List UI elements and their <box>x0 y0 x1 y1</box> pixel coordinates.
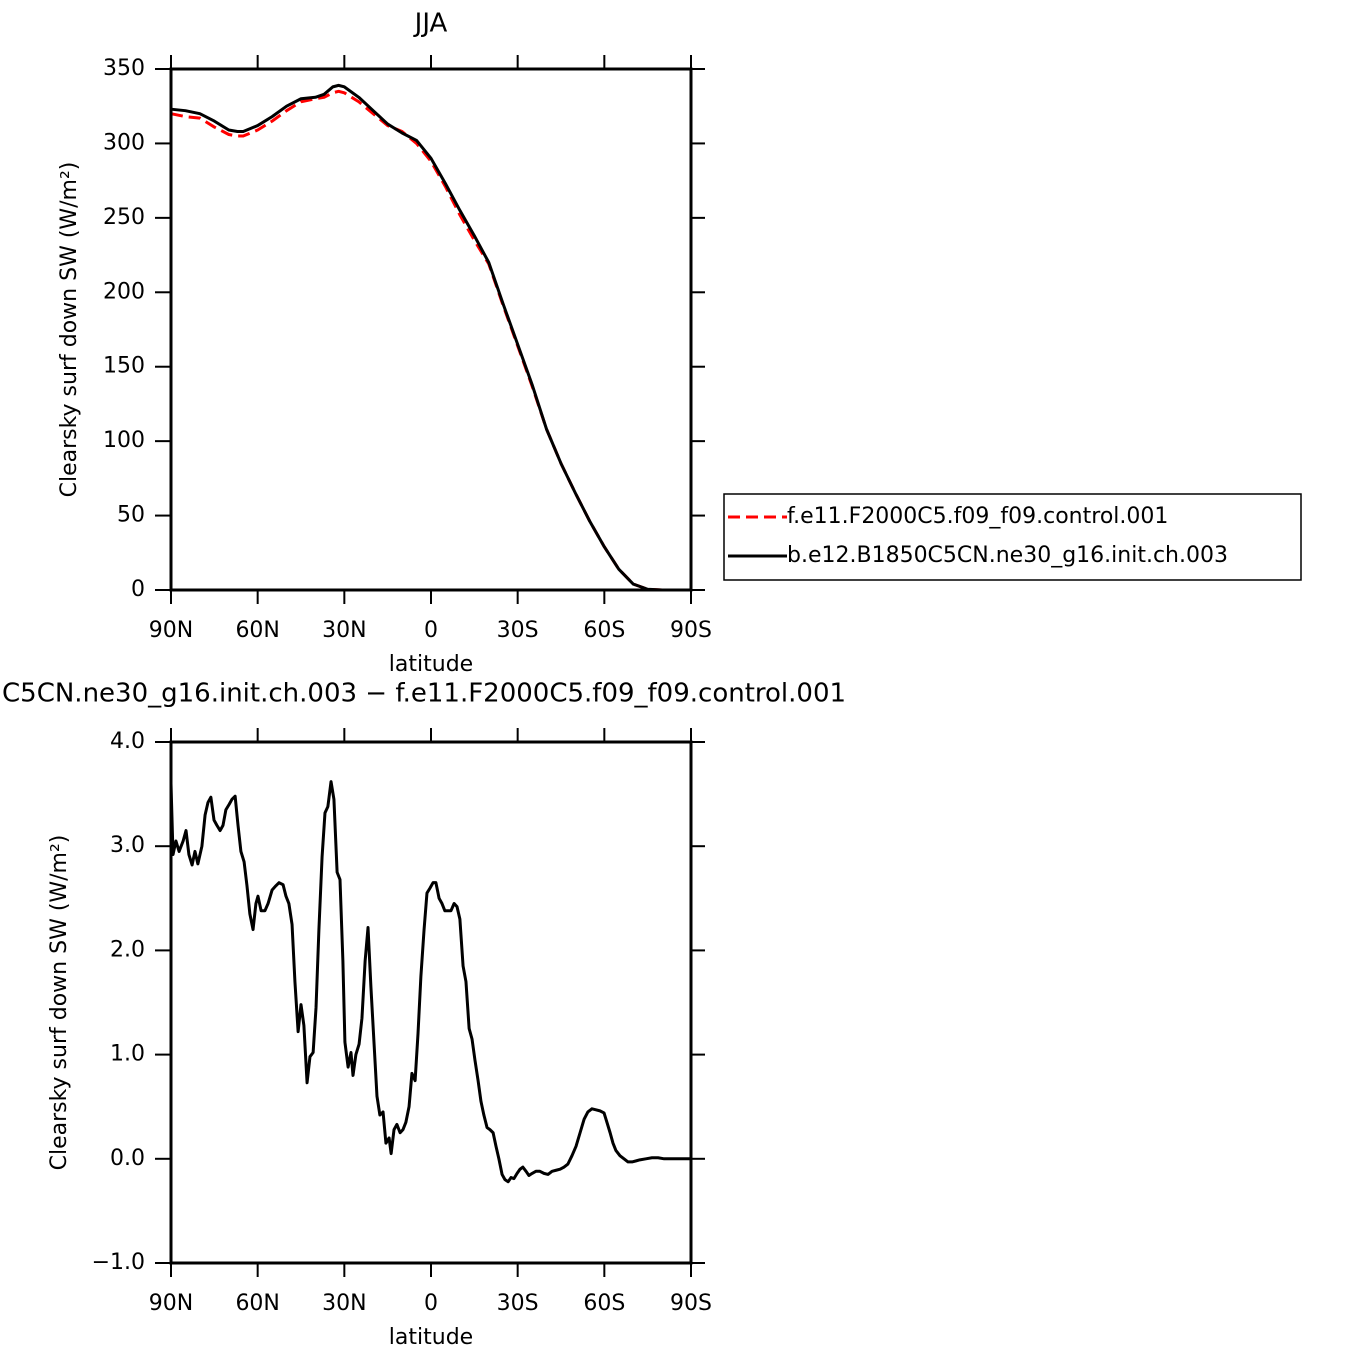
data-line <box>170 89 691 592</box>
legend-label: f.e11.F2000C5.f09_f09.control.001 <box>787 504 1168 529</box>
x-tick-label: 30N <box>322 618 366 643</box>
y-tick-label: 3.0 <box>110 833 145 858</box>
y-tick-label: 200 <box>103 279 145 304</box>
chart-title: C5CN.ne30_g16.init.ch.003 − f.e11.F2000C… <box>2 679 846 709</box>
x-tick-label: 30S <box>497 618 539 643</box>
x-tick-label: 60S <box>583 1291 625 1316</box>
x-tick-label: 90N <box>149 1291 193 1316</box>
x-tick-label: 90S <box>670 618 712 643</box>
x-tick-label: 30N <box>322 1291 366 1316</box>
y-tick-label: 150 <box>103 354 145 379</box>
legend-label: b.e12.B1850C5CN.ne30_g16.init.ch.003 <box>787 543 1228 568</box>
data-line <box>170 83 691 592</box>
x-tick-label: 60N <box>235 1291 279 1316</box>
x-tick-label: 90S <box>670 1291 712 1316</box>
chart-title: JJA <box>413 9 448 39</box>
x-tick-label: 60S <box>583 618 625 643</box>
y-tick-label: 0.0 <box>110 1146 145 1171</box>
x-tick-label: 30S <box>497 1291 539 1316</box>
y-tick-label: 250 <box>103 205 145 230</box>
y-axis-label: Clearsky surf down SW (W/m²) <box>57 162 82 498</box>
plot-frame <box>169 740 693 1265</box>
y-tick-label: 4.0 <box>110 729 145 754</box>
y-tick-label: 0 <box>131 577 145 602</box>
y-tick-label: 2.0 <box>110 937 145 962</box>
x-tick-label: 0 <box>424 618 438 643</box>
y-tick-label: 100 <box>103 428 145 453</box>
x-axis-label: latitude <box>389 1325 473 1350</box>
x-tick-label: 90N <box>149 618 193 643</box>
y-tick-label: 50 <box>117 503 145 528</box>
y-axis-label: Clearsky surf down SW (W/m²) <box>47 835 72 1171</box>
legend-box <box>723 493 1302 581</box>
y-tick-label: 1.0 <box>110 1042 145 1067</box>
y-tick-label: 350 <box>103 56 145 81</box>
x-tick-label: 60N <box>235 618 279 643</box>
x-axis-label: latitude <box>389 652 473 677</box>
x-tick-label: 0 <box>424 1291 438 1316</box>
data-line <box>169 780 691 1184</box>
plot-frame <box>169 67 693 592</box>
y-tick-label: −1.0 <box>92 1250 145 1275</box>
y-tick-label: 300 <box>103 130 145 155</box>
